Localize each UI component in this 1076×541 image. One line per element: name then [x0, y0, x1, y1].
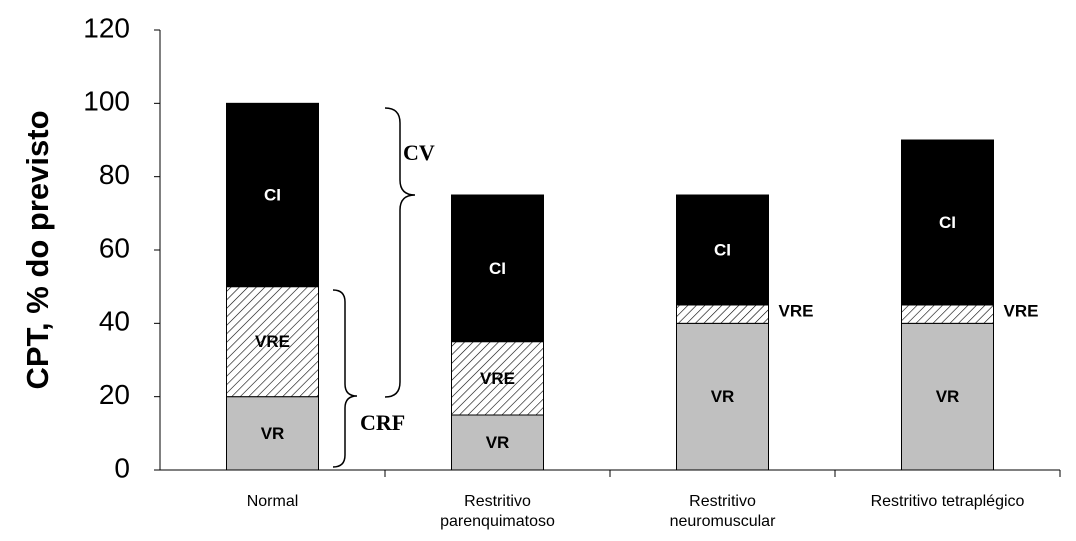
x-tick-label: Restritivo: [464, 493, 531, 510]
cv-brace: [384, 107, 416, 398]
segment-label: CI: [939, 213, 956, 232]
y-tick-label: 20: [99, 379, 130, 410]
y-tick-label: 60: [99, 232, 130, 263]
bar-segment: [676, 194, 769, 306]
segment-label: VR: [711, 387, 735, 406]
bar-segment: [901, 139, 994, 306]
y-tick-label: 40: [99, 306, 130, 337]
x-tick-label: Restritivo: [689, 493, 756, 510]
segment-label: VRE: [1004, 302, 1039, 321]
bar-segment: [676, 304, 769, 324]
segment-label: CI: [714, 240, 731, 259]
bar-segment: [226, 396, 319, 471]
bar-segment: [451, 414, 544, 471]
bar-segment: [451, 194, 544, 343]
y-tick-label: 120: [83, 12, 130, 43]
segment-label: VRE: [255, 332, 290, 351]
x-tick-label: Restritivo tetraplégico: [871, 493, 1025, 510]
bar-segment: [901, 304, 994, 324]
x-tick-label: Normal: [247, 493, 299, 510]
x-tick-label: parenquimatoso: [440, 513, 555, 530]
segment-label: VR: [936, 387, 960, 406]
y-tick-label: 80: [99, 159, 130, 190]
bar-segment: [676, 322, 769, 471]
bar-segment: [226, 286, 319, 398]
y-axis-title: CPT, % do previsto: [20, 110, 55, 389]
segment-label: VR: [486, 433, 510, 452]
annotation: CRF: [360, 410, 405, 435]
annotation: CV: [403, 140, 435, 165]
segment-label: VRE: [480, 369, 515, 388]
segment-label: CI: [264, 185, 281, 204]
bar-segment: [901, 322, 994, 471]
bar-segment: [451, 341, 544, 416]
y-tick-label: 0: [114, 452, 130, 483]
bar-segment: [226, 102, 319, 288]
y-tick-label: 100: [83, 86, 130, 117]
segment-label: VRE: [779, 302, 814, 321]
segment-label: CI: [489, 259, 506, 278]
crf-brace: [332, 289, 358, 468]
x-tick-label: neuromuscular: [670, 513, 777, 530]
segment-label: VR: [261, 424, 285, 443]
